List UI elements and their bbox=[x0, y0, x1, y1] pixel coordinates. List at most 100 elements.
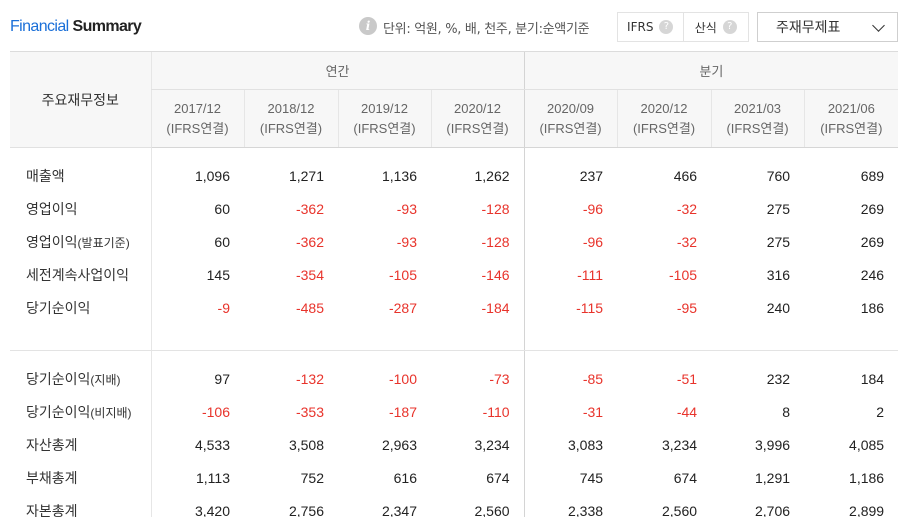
row-label[interactable]: 당기순이익(지배) bbox=[10, 350, 152, 396]
value-cell: 616 bbox=[393, 470, 417, 486]
value-cell: 2,756 bbox=[288, 503, 324, 517]
value-cell: -132 bbox=[295, 371, 324, 388]
value-cell: 1,186 bbox=[849, 470, 885, 486]
value-cell: 760 bbox=[766, 168, 791, 185]
period-basis: (IFRS연결) bbox=[259, 120, 323, 136]
table-row: 매출액 1,096 1,271 1,136 1,262 237 466 760 689 bbox=[10, 147, 898, 193]
help-icon[interactable]: ? bbox=[659, 20, 674, 34]
group-annual: 연간 bbox=[150, 51, 525, 90]
value-cell: 466 bbox=[673, 168, 698, 185]
period-date: 2020/12 bbox=[640, 100, 688, 116]
value-cell: 689 bbox=[860, 168, 885, 185]
value-cell: -93 bbox=[396, 234, 417, 250]
value-cell: -32 bbox=[676, 201, 698, 217]
value-cell: -100 bbox=[388, 371, 417, 388]
row-label[interactable]: 영업이익(발표기준) bbox=[10, 225, 152, 259]
period-header: 2020/09 (IFRS연결) bbox=[523, 89, 618, 148]
period-header: 2018/12 (IFRS연결) bbox=[243, 89, 338, 148]
value-cell: 97 bbox=[214, 371, 230, 388]
value-cell: -128 bbox=[481, 234, 510, 250]
row-label-text: 부채총계 bbox=[26, 470, 78, 486]
table-row: 자본총계 3,420 2,756 2,347 2,560 2,338 2,560 2,706 2… bbox=[10, 494, 898, 517]
table-row: 당기순이익(지배) 97 -132 -100 -73 -85 -51 232 184 bbox=[10, 350, 898, 396]
row-label[interactable]: 자본총계 bbox=[10, 494, 152, 517]
value-cell: 674 bbox=[486, 470, 510, 486]
toggle-ifrs-label: IFRS bbox=[627, 20, 654, 34]
info-icon[interactable]: i bbox=[359, 17, 377, 35]
value-cell: -187 bbox=[388, 404, 417, 420]
value-cell: 240 bbox=[766, 300, 791, 316]
value-cell: -354 bbox=[295, 267, 324, 283]
period-basis: (IFRS연결) bbox=[632, 120, 696, 136]
unit-text: 단위: 억원, %, 배, 천주, 분기:순액기준 bbox=[383, 22, 590, 37]
value-cell: 237 bbox=[523, 147, 618, 193]
value-cell: 3,083 bbox=[523, 428, 618, 462]
chevron-down-icon bbox=[872, 19, 885, 32]
period-header: 2021/03 (IFRS연결) bbox=[710, 89, 805, 148]
toggle-ifrs[interactable]: IFRS ? bbox=[618, 13, 683, 41]
value-cell: -115 bbox=[523, 291, 618, 325]
value-cell: 752 bbox=[300, 470, 324, 486]
row-label-suffix: (지배) bbox=[90, 373, 121, 388]
value-cell: 269 bbox=[860, 201, 885, 217]
value-cell: 2,706 bbox=[755, 503, 791, 517]
row-label[interactable]: 자산총계 bbox=[10, 428, 152, 462]
value-cell: -146 bbox=[481, 267, 510, 283]
value-cell: 2,560 bbox=[474, 503, 510, 517]
row-label-text: 자산총계 bbox=[26, 437, 78, 453]
value-cell: 275 bbox=[766, 234, 791, 250]
period-basis: (IFRS연결) bbox=[539, 120, 602, 136]
value-cell: 2,560 bbox=[662, 503, 698, 517]
section-title: Financial Summary bbox=[10, 18, 142, 36]
table-row: 당기순이익 -9 -485 -287 -184 -115 -95 240 186 bbox=[10, 291, 898, 325]
row-label[interactable]: 영업이익 bbox=[10, 192, 152, 226]
period-date: 2020/12 bbox=[454, 100, 502, 116]
value-cell: -184 bbox=[481, 300, 510, 316]
value-cell: 184 bbox=[860, 371, 885, 388]
period-date: 2018/12 bbox=[267, 100, 315, 116]
value-cell: 186 bbox=[860, 300, 885, 316]
value-cell: 60 bbox=[214, 234, 230, 250]
value-cell: -106 bbox=[201, 404, 230, 420]
row-separator bbox=[10, 324, 899, 351]
period-header: 2019/12 (IFRS연결) bbox=[337, 89, 431, 148]
help-icon[interactable]: ? bbox=[722, 20, 737, 34]
value-cell: 246 bbox=[860, 267, 885, 283]
value-cell: 2,963 bbox=[381, 437, 417, 453]
value-cell: -9 bbox=[217, 300, 230, 316]
row-label-text: 세전계속사업이익 bbox=[26, 267, 130, 283]
table-row: 자산총계 4,533 3,508 2,963 3,234 3,083 3,234 3,996 4… bbox=[10, 428, 898, 462]
row-label[interactable]: 세전계속사업이익 bbox=[10, 258, 152, 292]
table-row: 당기순이익(비지배) -106 -353 -187 -110 -31 -44 8 2 bbox=[10, 395, 898, 429]
value-cell: -105 bbox=[388, 267, 417, 283]
statement-select[interactable]: 주재무제표 bbox=[757, 12, 898, 42]
row-label[interactable]: 당기순이익(비지배) bbox=[10, 395, 152, 429]
value-cell: 2,347 bbox=[381, 503, 417, 517]
row-label[interactable]: 당기순이익 bbox=[10, 291, 152, 325]
period-basis: (IFRS연결) bbox=[820, 120, 883, 136]
value-cell: 316 bbox=[766, 267, 791, 283]
row-label[interactable]: 매출액 bbox=[10, 147, 152, 193]
row-label-text: 영업이익 bbox=[26, 234, 78, 250]
toggle-formula-label: 산식 bbox=[694, 20, 717, 35]
value-cell: -287 bbox=[388, 300, 417, 316]
value-cell: 60 bbox=[214, 201, 230, 217]
value-cell: 4,085 bbox=[849, 437, 885, 453]
row-label-text: 매출액 bbox=[26, 168, 65, 185]
period-header: 2020/12 (IFRS연결) bbox=[430, 89, 525, 148]
value-cell: 745 bbox=[523, 461, 618, 495]
value-cell: -95 bbox=[676, 300, 698, 316]
value-cell: 3,234 bbox=[474, 437, 510, 453]
period-basis: (IFRS연결) bbox=[353, 120, 416, 136]
top-bar: Financial Summary i 단위: 억원, %, 배, 천주, 분기… bbox=[0, 0, 910, 50]
row-label-text: 자본총계 bbox=[26, 503, 78, 517]
value-cell: 1,136 bbox=[381, 168, 417, 185]
period-date: 2021/03 bbox=[734, 100, 782, 116]
toggle-formula[interactable]: 산식 ? bbox=[682, 13, 749, 41]
period-basis: (IFRS연결) bbox=[446, 120, 509, 136]
row-label-text: 당기순이익 bbox=[26, 371, 91, 388]
period-basis: (IFRS연결) bbox=[726, 120, 789, 136]
row-label[interactable]: 부채총계 bbox=[10, 461, 152, 495]
value-cell: 1,096 bbox=[194, 168, 230, 185]
table-row: 세전계속사업이익 145 -354 -105 -146 -111 -105 316 246 bbox=[10, 258, 898, 292]
